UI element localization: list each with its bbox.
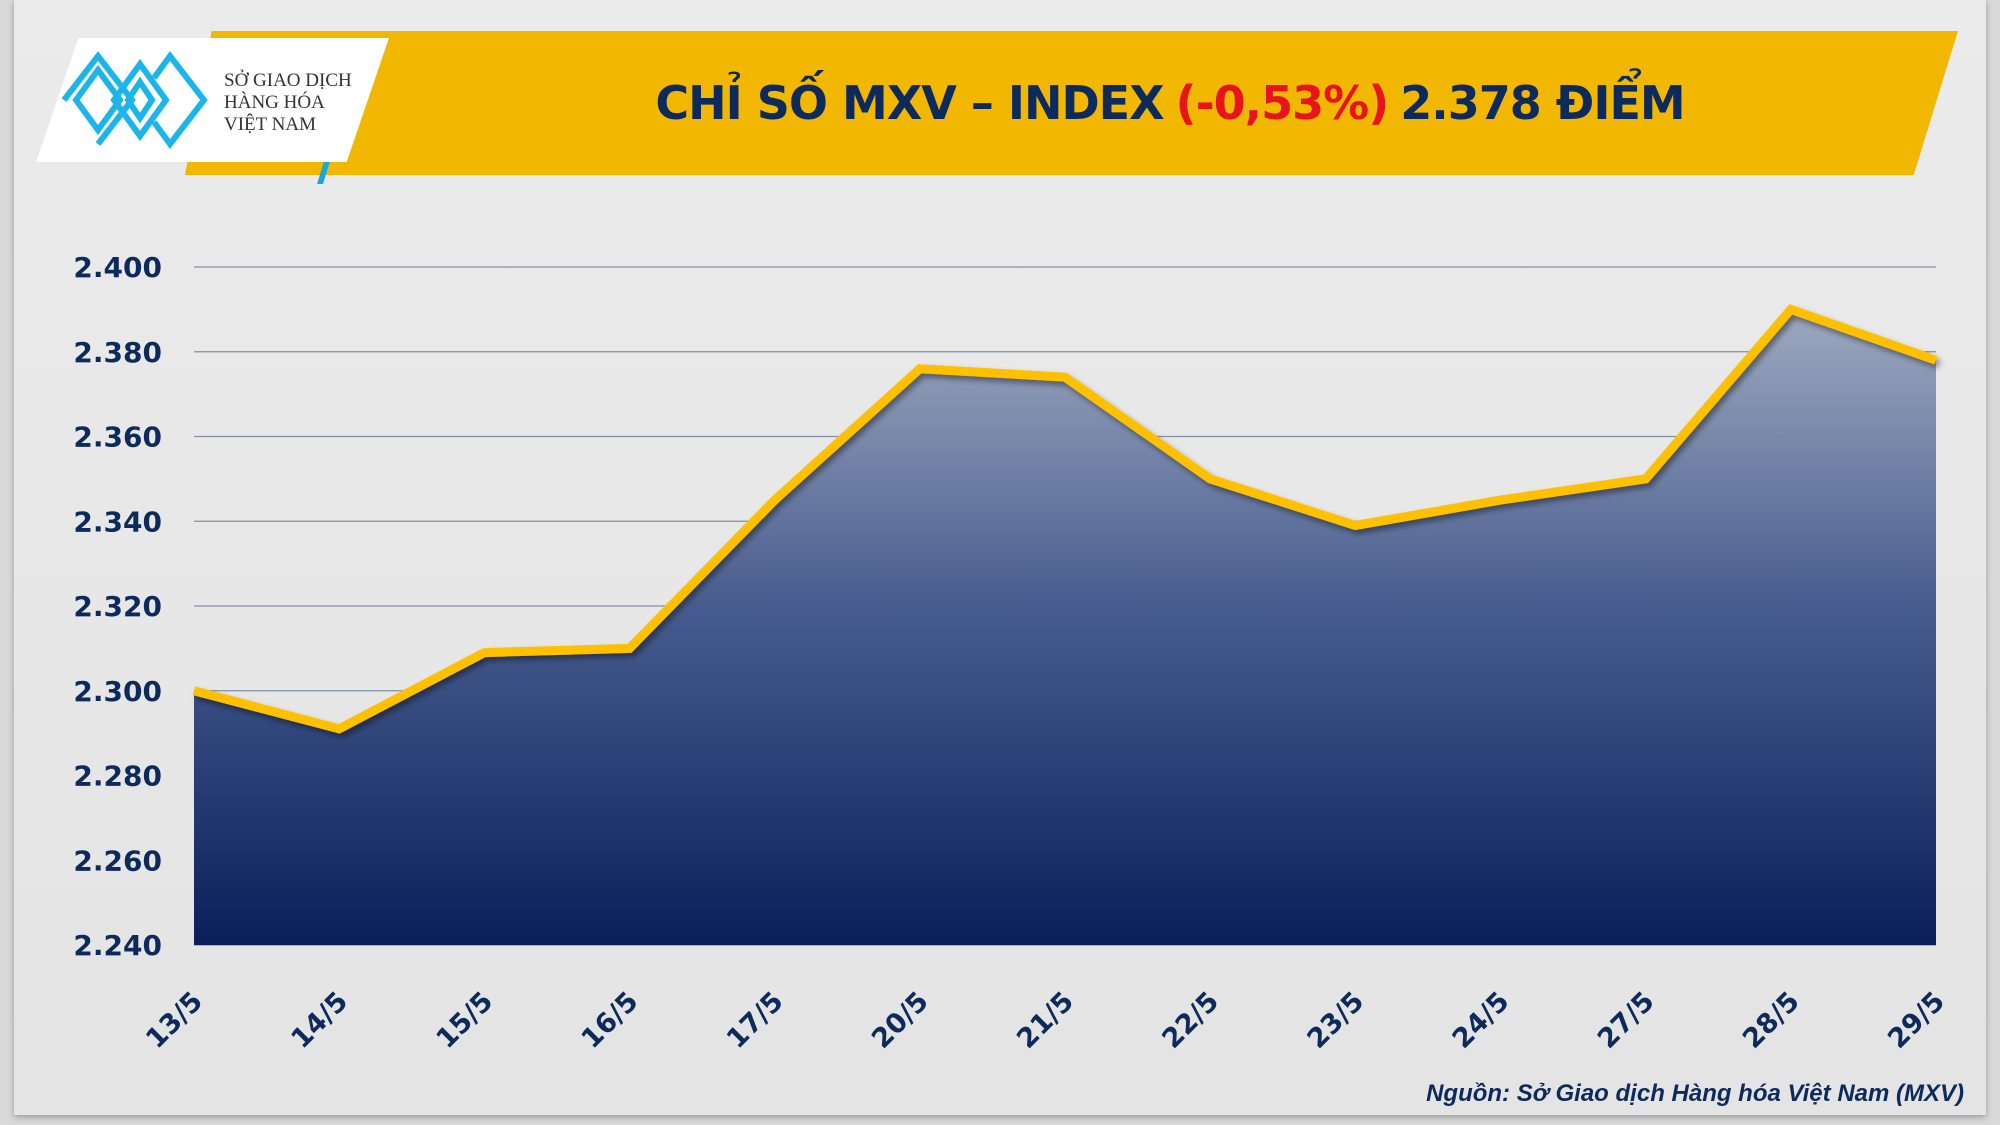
logo-line1: SỞ GIAO DỊCH (224, 70, 352, 91)
x-tick-label: 23/5 (1302, 986, 1371, 1055)
mxv-logo-icon (61, 50, 208, 150)
y-tick-label: 2.400 (73, 251, 162, 284)
y-tick-label: 2.260 (73, 844, 162, 877)
title-prefix: CHỈ SỐ MXV – INDEX (655, 76, 1164, 130)
area-fill (194, 309, 1936, 945)
chart-title: CHỈ SỐ MXV – INDEX (-0,53%) 2.378 ĐIỂM (440, 31, 1900, 175)
y-tick-label: 2.300 (73, 675, 162, 708)
x-tick-label: 13/5 (140, 986, 209, 1055)
x-tick-label: 20/5 (866, 986, 935, 1055)
logo-line2: HÀNG HÓA (224, 92, 325, 113)
x-tick-label: 16/5 (576, 986, 645, 1055)
title-banner (185, 31, 1958, 175)
title-change: (-0,53%) (1175, 76, 1390, 130)
x-tick-label: 29/5 (1882, 986, 1951, 1055)
logo-line3: VIỆT NAM (224, 114, 317, 135)
y-tick-label: 2.360 (73, 421, 162, 454)
x-tick-label: 28/5 (1737, 986, 1806, 1055)
y-tick-label: 2.240 (73, 929, 162, 962)
logo-text: SỞ GIAO DỊCH HÀNG HÓA VIỆT NAM (224, 70, 352, 136)
y-tick-label: 2.380 (73, 336, 162, 369)
x-tick-label: 22/5 (1156, 986, 1225, 1055)
y-tick-label: 2.320 (73, 590, 162, 623)
y-tick-label: 2.280 (73, 760, 162, 793)
y-tick-label: 2.340 (73, 505, 162, 538)
x-tick-label: 15/5 (431, 986, 500, 1055)
x-tick-label: 14/5 (285, 986, 354, 1055)
x-tick-label: 21/5 (1011, 986, 1080, 1055)
mxv-logo (36, 38, 389, 162)
x-tick-label: 27/5 (1592, 986, 1661, 1055)
x-tick-label: 24/5 (1447, 986, 1516, 1055)
source-note: Nguồn: Sở Giao dịch Hàng hóa Việt Nam (M… (1426, 1080, 1964, 1107)
title-suffix: 2.378 ĐIỂM (1400, 76, 1685, 130)
x-tick-label: 17/5 (721, 986, 790, 1055)
